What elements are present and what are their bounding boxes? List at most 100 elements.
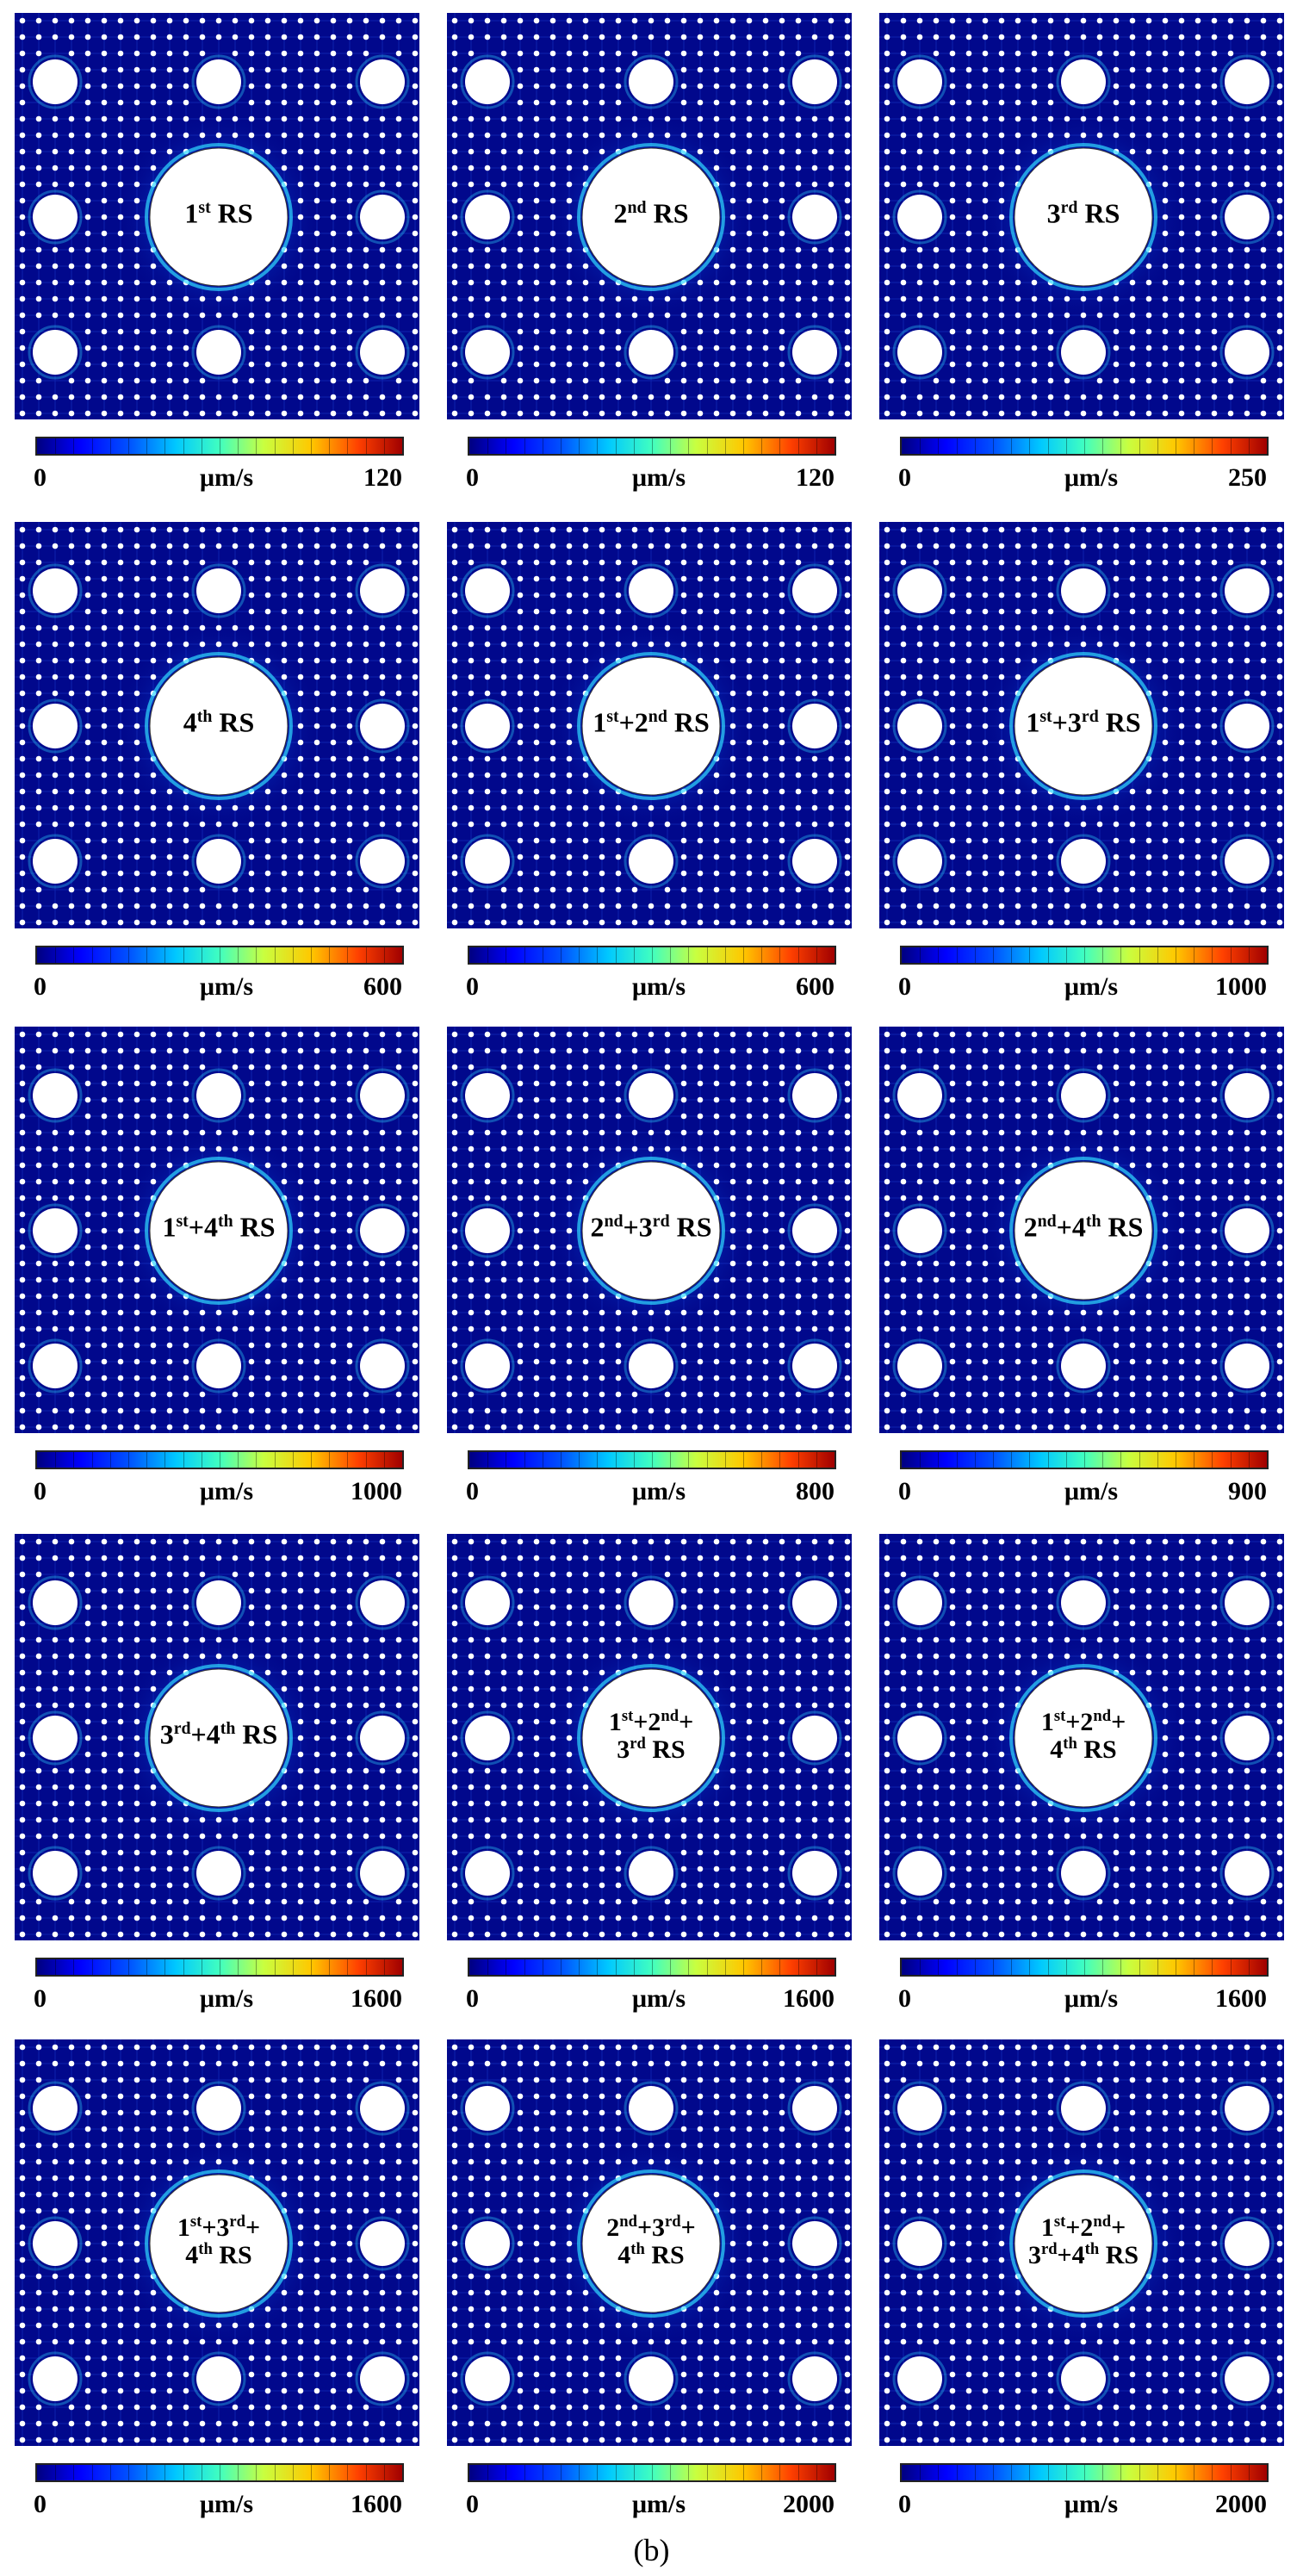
large-hole <box>1225 839 1269 884</box>
velocity-field-plot <box>15 1534 419 1940</box>
field-panel-15 <box>879 2039 1284 2446</box>
colorbar <box>468 437 836 456</box>
large-hole <box>1225 1208 1269 1253</box>
field-panel-13 <box>15 2039 419 2446</box>
field-panel-7 <box>15 1027 419 1433</box>
resonator-label: 1st+2nd+ 3rd+4th RS <box>1027 2212 1139 2269</box>
central-resonator <box>581 1668 721 1808</box>
large-hole <box>792 59 837 104</box>
large-hole <box>1225 2221 1269 2266</box>
colorbar-max-label: 900 <box>1228 1477 1267 1505</box>
field-panel-4 <box>15 522 419 928</box>
field-panel-14 <box>447 2039 852 2446</box>
large-hole <box>792 2221 837 2266</box>
velocity-field-plot <box>879 1027 1284 1433</box>
large-hole <box>792 330 837 375</box>
velocity-field-plot <box>15 13 419 419</box>
colorbar-min-label: 0 <box>898 463 911 492</box>
large-hole <box>897 2221 942 2266</box>
large-hole <box>1225 1716 1269 1760</box>
large-hole <box>196 330 241 375</box>
large-hole <box>1061 1580 1106 1625</box>
large-hole <box>629 1344 673 1388</box>
large-hole <box>465 2221 510 2266</box>
colorbar-min-label: 0 <box>898 1477 911 1505</box>
colorbar-max-label: 600 <box>796 972 835 1001</box>
colorbar-unit-label: μm/s <box>199 1984 253 2013</box>
figure-caption: (b) <box>633 2533 670 2567</box>
large-hole <box>792 1716 837 1760</box>
large-hole <box>897 1073 942 1118</box>
large-hole <box>897 1851 942 1896</box>
large-hole <box>33 1208 78 1253</box>
large-hole <box>897 330 942 375</box>
central-resonator <box>1014 2174 1153 2313</box>
large-hole <box>196 1344 241 1388</box>
large-hole <box>792 704 837 748</box>
colorbar-unit-label: μm/s <box>1064 1477 1118 1505</box>
large-hole <box>33 1716 78 1760</box>
large-hole <box>33 839 78 884</box>
colorbar-unit-label: μm/s <box>199 2490 253 2518</box>
velocity-field-plot <box>447 1027 852 1433</box>
resonator-label: 3rd RS <box>1046 197 1120 229</box>
field-panel-6 <box>879 522 1284 928</box>
colorbar-max-label: 1000 <box>1215 972 1267 1001</box>
large-hole <box>1061 839 1106 884</box>
large-hole <box>196 568 241 613</box>
colorbar-min-label: 0 <box>466 463 479 492</box>
velocity-field-plot <box>879 1534 1284 1940</box>
large-hole <box>465 839 510 884</box>
colorbar-max-label: 120 <box>796 463 835 492</box>
velocity-field-plot <box>879 13 1284 419</box>
colorbar-unit-label: μm/s <box>631 1984 686 2013</box>
central-resonator <box>1014 1668 1153 1808</box>
colorbar-min-label: 0 <box>466 972 479 1001</box>
velocity-field-plot <box>447 1534 852 1940</box>
large-hole <box>1225 1851 1269 1896</box>
central-resonator <box>149 1668 289 1808</box>
large-hole <box>897 568 942 613</box>
resonator-label: 1st RS <box>184 197 253 229</box>
large-hole <box>1225 1580 1269 1625</box>
colorbar-min-label: 0 <box>898 1984 911 2013</box>
field-panel-9 <box>879 1027 1284 1433</box>
large-hole <box>196 1580 241 1625</box>
large-hole <box>196 2086 241 2131</box>
large-hole <box>33 1851 78 1896</box>
small-hole-lattice <box>19 526 419 926</box>
large-hole <box>465 2086 510 2131</box>
central-resonator <box>581 656 721 796</box>
large-hole <box>897 704 942 748</box>
large-hole <box>465 1851 510 1896</box>
colorbar-min-label: 0 <box>898 972 911 1001</box>
small-hole-lattice <box>451 1031 851 1431</box>
large-hole <box>897 195 942 239</box>
colorbar <box>468 946 836 965</box>
large-hole <box>1225 59 1269 104</box>
large-hole <box>33 2356 78 2401</box>
small-hole-lattice <box>19 2044 419 2443</box>
small-hole-lattice <box>451 17 851 417</box>
large-hole <box>33 2221 78 2266</box>
colorbar <box>468 1958 836 1977</box>
colorbar <box>35 946 404 965</box>
large-hole <box>360 1073 405 1118</box>
resonator-label: 1st+2nd+ 4th RS <box>1040 1706 1126 1764</box>
colorbar-max-label: 250 <box>1228 463 1267 492</box>
large-hole <box>897 2356 942 2401</box>
field-panel-11 <box>447 1534 852 1940</box>
large-hole <box>792 1344 837 1388</box>
large-hole <box>465 59 510 104</box>
resonator-label: 2nd+3rd RS <box>590 1211 712 1243</box>
large-hole <box>360 195 405 239</box>
colorbar-min-label: 0 <box>466 1477 479 1505</box>
large-hole <box>629 1851 673 1896</box>
large-hole <box>1061 2086 1106 2131</box>
large-hole <box>629 59 673 104</box>
large-hole <box>196 2356 241 2401</box>
resonator-label: 1st+3rd+ 4th RS <box>177 2212 261 2269</box>
large-hole <box>360 1716 405 1760</box>
colorbar <box>35 1450 404 1469</box>
large-hole <box>1061 1851 1106 1896</box>
